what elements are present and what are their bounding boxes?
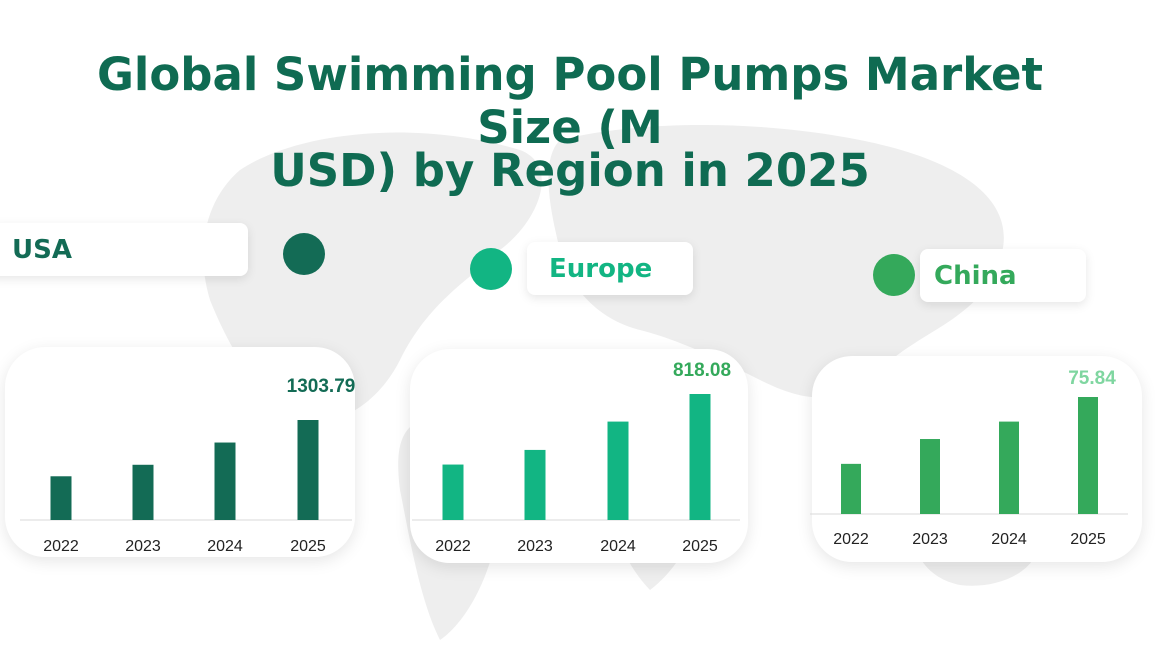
china-tick-2025: 2025 [1070,531,1106,548]
usa-tick-2025: 2025 [290,538,326,555]
europe-bar-2023 [524,449,546,520]
china-bar-2024 [999,421,1019,514]
china-bar-2022 [841,463,861,514]
usa-tick-2024: 2024 [207,538,243,555]
europe-value-label: 818.08 [673,360,731,381]
europe-tick-2023: 2023 [517,538,553,555]
region-label-usa: USA [0,223,248,276]
region-name-china: China [934,260,1017,291]
europe-bar-2025 [689,394,711,520]
usa-bar-2022 [50,476,72,520]
china-dot-icon [873,254,915,296]
europe-tick-2025: 2025 [682,538,718,555]
region-name-usa: USA [12,234,72,265]
chart-title-line-1: Global Swimming Pool Pumps Market Size (… [96,48,1044,154]
usa-bar-2025 [297,420,319,520]
europe-tick-2022: 2022 [435,538,471,555]
chart-title-line-2: USD) by Region in 2025 [270,144,870,197]
region-label-china: China [920,249,1086,302]
chart-card-usa [5,347,355,557]
europe-bar-2022 [442,464,464,520]
china-bar-2023 [920,439,940,514]
usa-value-label: 1303.79 [287,376,356,397]
europe-dot-icon [470,248,512,290]
usa-bar-2024 [214,442,236,520]
usa-bar-2023 [132,464,154,520]
usa-dot-icon [283,233,325,275]
china-bar-2025 [1078,397,1098,514]
usa-tick-2022: 2022 [43,538,79,555]
china-tick-2023: 2023 [912,531,948,548]
europe-bar-2024 [607,421,629,520]
region-label-europe: Europe [527,242,693,295]
region-name-europe: Europe [549,253,653,284]
china-tick-2022: 2022 [833,531,869,548]
china-value-label: 75.84 [1068,368,1116,389]
china-tick-2024: 2024 [991,531,1027,548]
europe-tick-2024: 2024 [600,538,636,555]
usa-tick-2023: 2023 [125,538,161,555]
